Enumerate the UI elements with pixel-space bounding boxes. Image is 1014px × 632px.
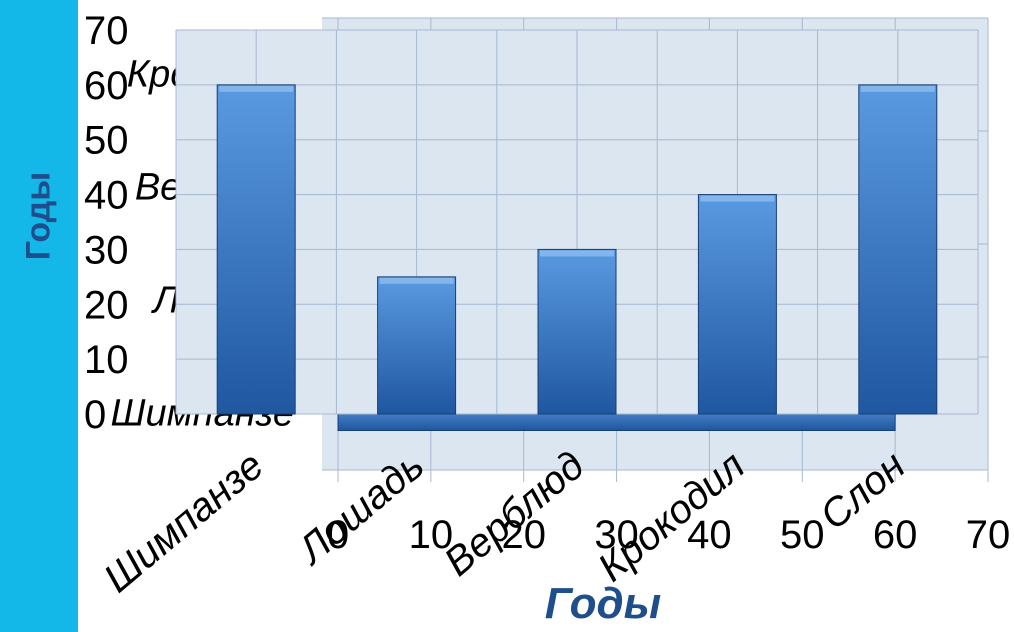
front-bar [858,84,938,415]
back-x-tick-label: 20 [501,513,546,557]
front-y-tick-label: 30 [84,228,129,272]
front-bar-highlight [219,85,294,92]
x-axis-title: Годы [544,579,662,628]
front-y-tick-label: 40 [84,174,129,218]
front-bar [537,248,617,415]
front-bar-highlight [540,250,614,257]
front-bar-highlight [700,195,775,202]
front-y-tick-label: 10 [84,338,129,382]
front-bar [216,84,296,415]
front-bar [377,276,457,415]
back-x-tick-label: 50 [780,513,825,557]
back-x-tick-label: 40 [687,513,732,557]
front-y-tick-label: 0 [84,393,106,437]
back-x-tick-label: 0 [327,513,349,557]
front-y-tick-label: 60 [84,64,129,108]
front-y-tick-label: 70 [84,9,129,53]
front-bar-highlight [860,85,935,92]
front-category-label: Шимпанзе [96,443,272,601]
back-x-tick-label: 30 [594,513,639,557]
back-x-tick-label: 70 [966,513,1011,557]
front-y-tick-label: 50 [84,119,129,163]
front-y-tick-label: 20 [84,283,129,327]
side-band: Годы [0,0,78,632]
back-x-tick-label: 60 [873,513,918,557]
front-bar-highlight [379,277,454,284]
front-bar [697,194,777,415]
back-x-tick-label: 10 [409,513,454,557]
